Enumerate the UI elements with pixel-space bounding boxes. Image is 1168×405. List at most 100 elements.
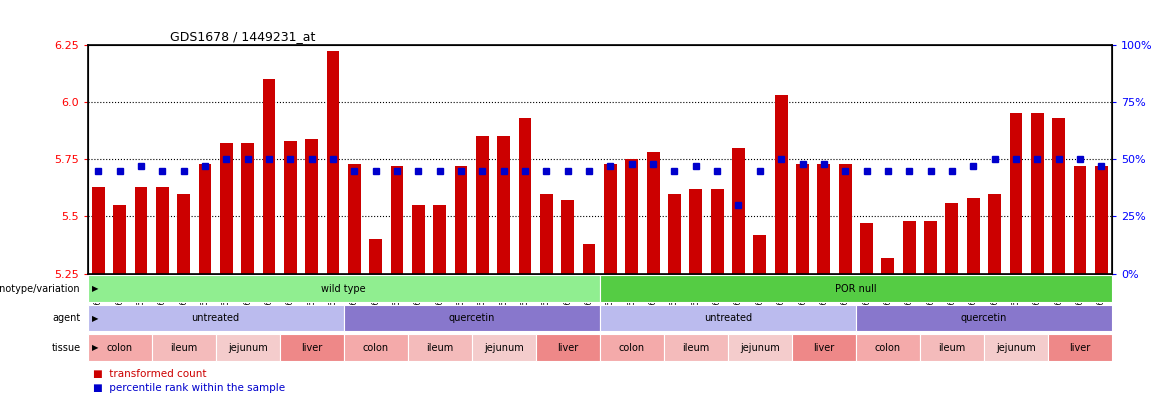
Bar bbox=[583, 244, 596, 274]
Bar bbox=[433, 205, 446, 274]
Bar bbox=[1048, 335, 1112, 361]
Bar bbox=[599, 335, 663, 361]
Bar bbox=[305, 139, 318, 274]
Bar bbox=[216, 335, 279, 361]
Bar bbox=[647, 152, 660, 274]
Text: ■  percentile rank within the sample: ■ percentile rank within the sample bbox=[93, 383, 285, 393]
Bar bbox=[343, 305, 599, 331]
Text: liver: liver bbox=[1069, 343, 1091, 353]
Bar bbox=[1009, 113, 1022, 274]
Bar bbox=[711, 189, 723, 274]
Bar bbox=[390, 166, 403, 274]
Bar bbox=[536, 335, 599, 361]
Text: POR null: POR null bbox=[835, 284, 877, 294]
Bar bbox=[1094, 166, 1107, 274]
Bar bbox=[562, 200, 575, 274]
Text: ▶: ▶ bbox=[92, 284, 99, 293]
Bar bbox=[199, 164, 211, 274]
Bar bbox=[343, 335, 408, 361]
Text: liver: liver bbox=[557, 343, 578, 353]
Text: untreated: untreated bbox=[704, 313, 752, 323]
Text: jejunum: jejunum bbox=[228, 343, 267, 353]
Bar bbox=[668, 194, 681, 274]
Bar bbox=[279, 335, 343, 361]
Bar bbox=[88, 305, 343, 331]
Text: liver: liver bbox=[301, 343, 322, 353]
Text: colon: colon bbox=[362, 343, 389, 353]
Text: agent: agent bbox=[53, 313, 81, 323]
Text: colon: colon bbox=[619, 343, 645, 353]
Text: colon: colon bbox=[875, 343, 901, 353]
Text: untreated: untreated bbox=[192, 313, 239, 323]
Bar bbox=[540, 194, 552, 274]
Bar bbox=[1052, 118, 1065, 274]
Bar bbox=[88, 275, 599, 302]
Bar bbox=[732, 148, 745, 274]
Text: GDS1678 / 1449231_at: GDS1678 / 1449231_at bbox=[169, 30, 315, 43]
Bar bbox=[519, 118, 531, 274]
Text: jejunum: jejunum bbox=[484, 343, 523, 353]
Bar bbox=[1073, 166, 1086, 274]
Text: ileum: ileum bbox=[426, 343, 453, 353]
Text: tissue: tissue bbox=[51, 343, 81, 353]
Text: genotype/variation: genotype/variation bbox=[0, 284, 81, 294]
Text: ileum: ileum bbox=[682, 343, 709, 353]
Bar bbox=[134, 187, 147, 274]
Bar bbox=[728, 335, 792, 361]
Bar bbox=[903, 221, 916, 274]
Bar bbox=[625, 159, 638, 274]
Bar bbox=[860, 223, 872, 274]
Bar bbox=[152, 335, 216, 361]
Bar bbox=[92, 187, 105, 274]
Bar bbox=[920, 335, 983, 361]
Bar bbox=[412, 205, 425, 274]
Bar bbox=[113, 205, 126, 274]
Bar bbox=[263, 79, 276, 274]
Text: ileum: ileum bbox=[171, 343, 197, 353]
Bar bbox=[348, 164, 361, 274]
Text: colon: colon bbox=[106, 343, 133, 353]
Bar bbox=[1031, 113, 1044, 274]
Bar bbox=[599, 305, 856, 331]
Bar bbox=[945, 203, 958, 274]
Bar bbox=[774, 95, 787, 274]
Text: ileum: ileum bbox=[938, 343, 966, 353]
Bar bbox=[988, 194, 1001, 274]
Bar bbox=[477, 136, 488, 274]
Bar bbox=[472, 335, 536, 361]
Bar bbox=[856, 335, 920, 361]
Bar bbox=[220, 143, 232, 274]
Bar bbox=[88, 335, 152, 361]
Text: quercetin: quercetin bbox=[449, 313, 495, 323]
Bar bbox=[498, 136, 510, 274]
Bar bbox=[818, 164, 830, 274]
Bar bbox=[178, 194, 190, 274]
Bar bbox=[327, 51, 340, 274]
Bar bbox=[797, 164, 809, 274]
Bar bbox=[753, 235, 766, 274]
Bar bbox=[369, 239, 382, 274]
Bar bbox=[408, 335, 472, 361]
Bar bbox=[689, 189, 702, 274]
Bar bbox=[967, 198, 980, 274]
Bar bbox=[604, 164, 617, 274]
Bar bbox=[599, 275, 1112, 302]
Text: jejunum: jejunum bbox=[741, 343, 780, 353]
Text: ■  transformed count: ■ transformed count bbox=[93, 369, 207, 379]
Bar bbox=[242, 143, 255, 274]
Bar bbox=[792, 335, 856, 361]
Bar bbox=[839, 164, 851, 274]
Text: quercetin: quercetin bbox=[961, 313, 1007, 323]
Bar bbox=[663, 335, 728, 361]
Text: liver: liver bbox=[813, 343, 834, 353]
Bar bbox=[856, 305, 1112, 331]
Text: jejunum: jejunum bbox=[996, 343, 1036, 353]
Bar bbox=[284, 141, 297, 274]
Text: ▶: ▶ bbox=[92, 313, 99, 323]
Bar bbox=[454, 166, 467, 274]
Bar bbox=[924, 221, 937, 274]
Text: ▶: ▶ bbox=[92, 343, 99, 352]
Bar bbox=[983, 335, 1048, 361]
Text: wild type: wild type bbox=[321, 284, 366, 294]
Bar bbox=[155, 187, 168, 274]
